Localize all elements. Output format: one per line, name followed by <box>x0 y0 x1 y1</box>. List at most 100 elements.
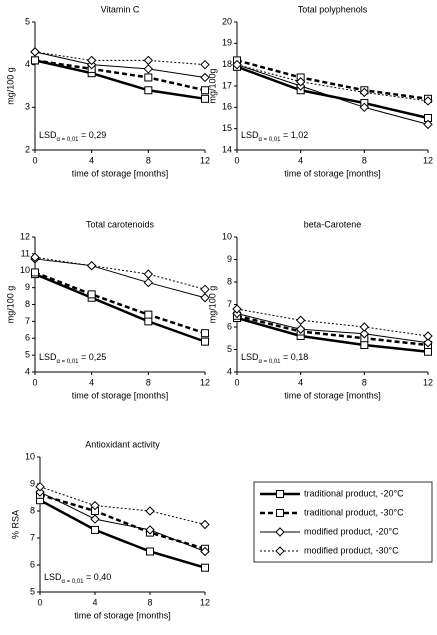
marker <box>295 315 306 325</box>
annotation-rest: = 0,18 <box>281 352 309 362</box>
marker <box>201 563 209 572</box>
series-line <box>236 308 429 337</box>
y-tick-label: 5 <box>25 16 30 26</box>
x-tick-label: 8 <box>362 377 367 387</box>
series-line <box>34 272 206 343</box>
marker <box>201 86 209 95</box>
y-axis-label: mg/100 g <box>5 286 15 324</box>
y-tick-label: 10 <box>222 231 232 241</box>
marker <box>295 324 306 334</box>
series-line <box>39 491 206 552</box>
annotation: LSDα = 0,01 = 0,18 <box>241 352 308 364</box>
x-axis-label: time of storage [months] <box>72 168 169 178</box>
x-tick-label: 4 <box>89 377 94 387</box>
y-tick-label: 17 <box>222 80 232 90</box>
y-tick-label: 18 <box>222 59 232 69</box>
x-tick-label: 0 <box>32 377 37 387</box>
annotation-sub: α = 0,01 <box>62 579 85 585</box>
annotation-rest: = 0,40 <box>84 572 112 582</box>
y-tick-label: 7 <box>227 299 232 309</box>
marker <box>201 94 209 103</box>
series-line <box>236 314 429 347</box>
y-tick-label: 20 <box>222 16 232 26</box>
y-tick-label: 14 <box>222 144 232 154</box>
y-tick-label: 7 <box>30 532 35 542</box>
series-line <box>236 316 429 353</box>
annotation-main: LSD <box>39 352 57 362</box>
x-tick-label: 8 <box>147 597 152 607</box>
series-line <box>34 59 206 92</box>
marker <box>423 119 433 130</box>
series-line <box>236 59 429 101</box>
y-axis-label: mg/100 g <box>5 67 15 105</box>
legend-label: modified product, -20°C <box>304 526 399 536</box>
marker <box>143 269 154 279</box>
marker <box>87 290 96 299</box>
y-tick-label: 4 <box>25 366 30 376</box>
marker <box>146 547 154 556</box>
annotation: LSDα = 0,01 = 0,40 <box>44 572 111 584</box>
x-tick-label: 12 <box>200 155 210 165</box>
marker <box>201 329 209 338</box>
series-line <box>39 499 206 569</box>
legend-marker <box>276 509 284 517</box>
marker <box>145 525 155 535</box>
x-tick-label: 8 <box>146 377 151 387</box>
series-line <box>34 51 206 66</box>
x-tick-label: 12 <box>200 377 210 387</box>
marker <box>200 284 210 295</box>
series-line <box>34 258 206 299</box>
marker <box>359 322 370 332</box>
series-line <box>34 51 206 78</box>
y-tick-label: 16 <box>222 102 232 112</box>
y-tick-label: 12 <box>20 231 30 241</box>
annotation-main: LSD <box>39 130 57 140</box>
x-tick-label: 12 <box>423 155 433 165</box>
x-tick-label: 8 <box>146 155 151 165</box>
chart-title: Antioxidant activity <box>85 439 160 449</box>
annotation-main: LSD <box>241 130 259 140</box>
marker <box>200 59 210 70</box>
legend-marker <box>276 490 284 498</box>
annotation-sub: α = 0,01 <box>57 137 80 143</box>
series-line <box>34 59 206 101</box>
y-tick-label: 6 <box>30 559 35 569</box>
marker <box>423 338 433 348</box>
marker <box>200 546 210 557</box>
y-tick-label: 5 <box>227 344 232 354</box>
x-axis-label: time of storage [months] <box>72 390 169 400</box>
y-tick-label: 5 <box>25 350 30 360</box>
series-line <box>236 64 429 102</box>
annotation-sub: α = 0,01 <box>259 359 282 365</box>
y-axis-label: mg/100g <box>207 68 217 103</box>
annotation: LSDα = 0,01 = 0,29 <box>39 130 106 142</box>
chart-title: Vitamin C <box>101 4 140 14</box>
y-tick-label: 9 <box>30 478 35 488</box>
marker <box>359 87 370 98</box>
series-line <box>39 486 206 525</box>
marker <box>295 77 306 87</box>
marker <box>144 86 153 95</box>
chart-title: beta-Carotene <box>304 219 362 229</box>
y-tick-label: 6 <box>227 321 232 331</box>
x-tick-label: 4 <box>89 155 94 165</box>
y-tick-label: 6 <box>25 333 30 343</box>
marker <box>200 72 210 83</box>
annotation-sub: α = 0,01 <box>57 359 80 365</box>
y-tick-label: 19 <box>222 38 232 48</box>
y-axis-label: % RSA <box>10 510 20 539</box>
annotation-sub: α = 0,01 <box>259 137 282 143</box>
x-tick-label: 0 <box>37 597 42 607</box>
marker <box>200 519 210 530</box>
y-tick-label: 15 <box>222 123 232 133</box>
x-axis-label: time of storage [months] <box>284 168 381 178</box>
x-tick-label: 0 <box>32 155 37 165</box>
y-tick-label: 3 <box>25 102 30 112</box>
marker <box>35 481 45 492</box>
y-tick-label: 5 <box>30 586 35 596</box>
annotation: LSDα = 0,01 = 0,25 <box>39 352 106 364</box>
marker <box>232 304 242 314</box>
x-tick-label: 12 <box>200 597 210 607</box>
x-tick-label: 4 <box>298 155 303 165</box>
